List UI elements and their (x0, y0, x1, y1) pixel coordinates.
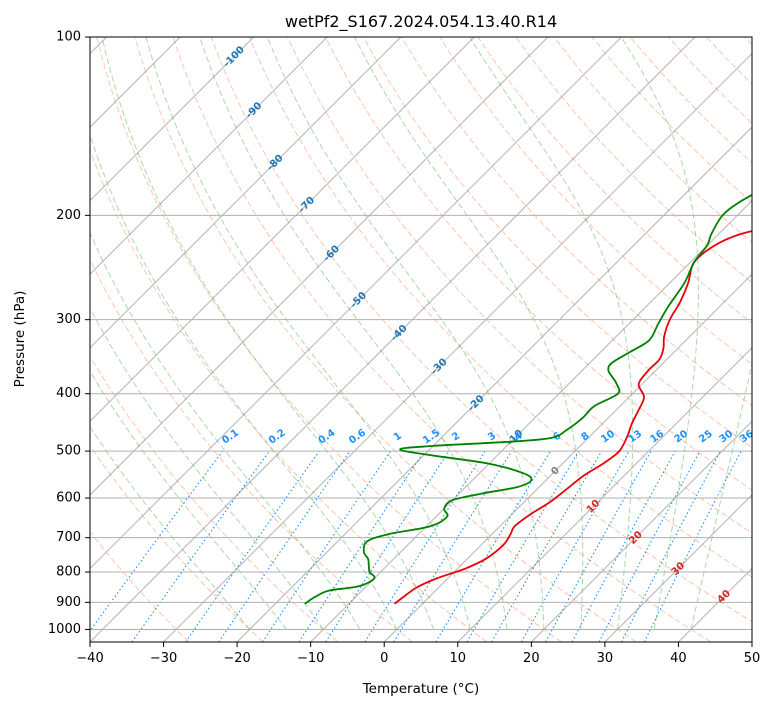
x-tick-label: 20 (523, 651, 540, 666)
moist-adiabat-line (469, 37, 634, 630)
mixing-ratio-line (521, 450, 630, 642)
x-tick-label: 10 (450, 651, 467, 666)
isotherm-line (90, 37, 622, 570)
mixing-ratio-line (571, 450, 676, 642)
x-tick-label: −20 (223, 651, 250, 666)
isotherm-line (90, 37, 549, 496)
y-tick-label: 1000 (48, 622, 81, 637)
y-axis-label: Pressure (hPa) (12, 291, 28, 388)
isotherm-line (236, 126, 752, 642)
x-tick-label: 0 (380, 651, 388, 666)
isotherm-line (457, 347, 752, 642)
isotherm-line (604, 494, 752, 642)
y-tick-label: 600 (56, 491, 81, 506)
isotherm-line (90, 37, 402, 349)
axes: −40 −30 −20 −10 0 10 20 30 40 50 100 200 300 400 500 60… (48, 30, 760, 667)
mixing-ratio-line (325, 450, 450, 642)
x-tick-label: 50 (744, 651, 761, 666)
y-tick-label: 100 (56, 30, 81, 45)
dry-adiabat-line (325, 37, 752, 491)
y-tick-label: 500 (56, 444, 81, 459)
dry-adiabat-line (286, 37, 752, 534)
y-tick-label: 900 (56, 595, 81, 610)
dry-adiabat-line (591, 37, 752, 204)
isotherm-line (90, 37, 255, 202)
isotherm-line (163, 52, 752, 642)
moist-adiabat-line (620, 37, 699, 630)
x-tick-label: −40 (76, 651, 103, 666)
dry-adiabat-line (629, 37, 752, 164)
dry-adiabat-line (90, 531, 190, 642)
dry-adiabat-line (210, 37, 752, 623)
dry-adiabat-line (515, 37, 752, 284)
mixing-ratio-line (131, 450, 270, 642)
mixing-ratio-line (466, 450, 580, 642)
isotherm-line (383, 273, 752, 642)
x-tick-label: 30 (597, 651, 614, 666)
mixing-ratio-line (491, 450, 603, 642)
dry-adiabat-line (90, 148, 488, 642)
dry-adiabat-line (477, 37, 752, 324)
mixing-ratio-line (393, 450, 513, 642)
x-tick-label: −10 (297, 651, 324, 666)
plot-area: -100-90-80-70-60-50-40-30-20-10010203040… (90, 37, 752, 642)
moist-adiabat-line (354, 37, 584, 630)
moist-adiabat-line (90, 425, 251, 630)
x-tick-label: −30 (150, 651, 177, 666)
dry-adiabat-line (90, 355, 339, 642)
isotherm-line (90, 37, 328, 275)
moist-adiabat-line (199, 37, 508, 630)
dry-adiabat-line (553, 37, 752, 244)
isotherm-line (90, 37, 475, 423)
moist-adiabat-line (90, 370, 287, 630)
y-tick-label: 300 (56, 312, 81, 327)
mixing-ratio-line (364, 450, 486, 642)
axes-frame (89, 36, 753, 643)
isotherm-line (310, 199, 752, 642)
isotherm-line (90, 37, 696, 642)
dry-adiabat-line (96, 37, 562, 642)
x-axis-label: Temperature (°C) (362, 681, 480, 697)
moist-adiabat-line (690, 360, 752, 630)
mixing-ratio-line (435, 450, 551, 642)
y-tick-label: 200 (56, 208, 81, 223)
dry-adiabat-line (401, 37, 752, 407)
dry-adiabat-line (439, 37, 752, 365)
moist-adiabat-line (90, 231, 361, 630)
mixing-ratio-line (218, 450, 351, 642)
dry-adiabat-line (134, 37, 637, 642)
moist-adiabat-line (90, 133, 398, 630)
temperature-profile-line (393, 230, 752, 605)
mixing-ratio-line (185, 450, 320, 642)
chart-title: wetPf2_S167.2024.054.13.40.R14 (285, 12, 557, 32)
dewpoint-profile-line (304, 193, 752, 605)
x-tick-label: 40 (670, 651, 687, 666)
y-tick-label: 400 (56, 386, 81, 401)
y-tick-label: 800 (56, 565, 81, 580)
mixing-ratio-line (90, 450, 223, 632)
isotherm-line (530, 420, 752, 642)
dry-adiabat-line (248, 37, 752, 578)
y-tick-label: 700 (56, 530, 81, 545)
moist-adiabat-line (266, 37, 545, 630)
